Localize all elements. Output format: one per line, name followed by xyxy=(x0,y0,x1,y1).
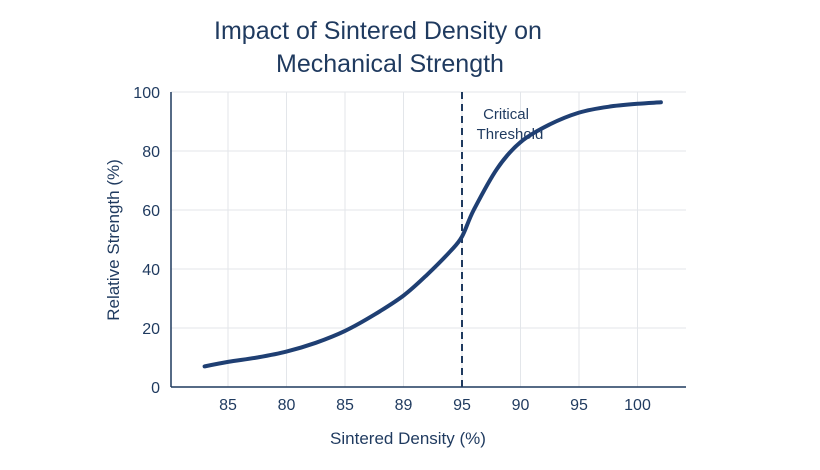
x-tick-label-1: 80 xyxy=(278,397,296,414)
x-tick-label-5: 90 xyxy=(512,397,530,414)
y-tick-label-5: 100 xyxy=(133,85,160,102)
chart-title-line-1: Impact of Sintered Density on xyxy=(214,17,542,45)
x-tick-label-4: 95 xyxy=(453,397,471,414)
y-tick-label-0: 0 xyxy=(151,380,160,397)
threshold-label-line-1: Critical xyxy=(483,106,529,123)
grid xyxy=(171,91,686,388)
chart-title-line-2: Mechanical Strength xyxy=(276,50,504,78)
x-tick-label-6: 95 xyxy=(570,397,588,414)
y-tick-label-3: 60 xyxy=(142,203,160,220)
x-tick-label-0: 85 xyxy=(219,397,237,414)
y-tick-label-1: 20 xyxy=(142,321,160,338)
x-tick-labels: 85 80 85 89 95 90 95 100 xyxy=(219,397,651,414)
axes xyxy=(170,92,686,388)
y-axis-label: Relative Strength (%) xyxy=(104,159,123,321)
x-tick-label-2: 85 xyxy=(336,397,354,414)
y-tick-label-2: 40 xyxy=(142,262,160,279)
y-tick-label-4: 80 xyxy=(142,144,160,161)
strength-curve xyxy=(202,100,663,369)
x-axis-label: Sintered Density (%) xyxy=(330,429,486,448)
x-tick-label-7: 100 xyxy=(624,397,651,414)
x-tick-label-3: 89 xyxy=(395,397,413,414)
y-tick-labels: 0 20 40 60 80 100 xyxy=(133,85,160,397)
